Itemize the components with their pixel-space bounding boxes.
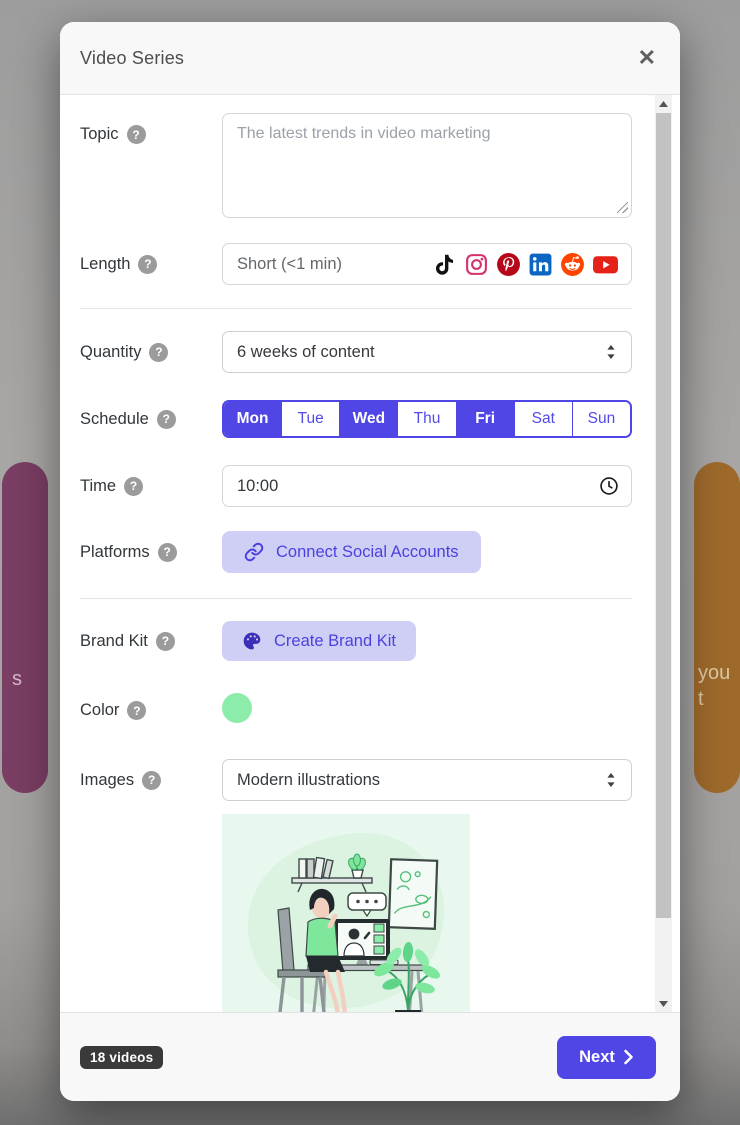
create-brand-kit-label: Create Brand Kit [274,631,396,650]
linkedin-icon [529,253,552,275]
topic-row: Topic ? [80,113,632,218]
background-card-left-text: s [12,668,22,690]
images-value: Modern illustrations [237,770,381,789]
schedule-label: Schedule [80,409,149,428]
day-button-mon[interactable]: Mon [224,402,282,436]
background-card-left: s [2,462,48,793]
modal-footer: 18 videos Next [60,1012,680,1101]
scroll-up-arrow[interactable] [655,95,672,112]
images-row: Images ? Modern illustrations [80,759,632,801]
tiktok-icon [435,254,454,275]
quantity-help-icon[interactable]: ? [149,342,169,362]
platforms-help-icon[interactable]: ? [157,542,177,562]
background-card-right-text-2: t [698,688,704,710]
clock-icon[interactable] [599,476,619,496]
length-input[interactable]: Short (<1 min) [222,243,632,285]
day-button-thu[interactable]: Thu [397,402,456,436]
time-value: 10:00 [237,476,279,495]
day-button-sun[interactable]: Sun [571,402,630,436]
select-updown-icon [607,345,615,359]
schedule-help-icon[interactable]: ? [156,409,176,429]
color-help-icon[interactable]: ? [127,701,147,720]
image-style-preview [222,814,470,1012]
select-updown-icon [607,773,615,787]
video-series-modal: Video Series ✕ Topic ? [60,22,680,1101]
brand-kit-row: Brand Kit ? Create Brand [80,621,632,661]
schedule-row: Schedule ? Mon Tue Wed Thu Fri Sat Sun [80,400,632,438]
background-card-right: you t [694,462,740,793]
color-label: Color [80,701,120,719]
connect-social-accounts-label: Connect Social Accounts [276,542,459,561]
images-help-icon[interactable]: ? [142,770,162,790]
time-row: Time ? 10:00 [80,465,632,507]
create-brand-kit-button[interactable]: Create Brand Kit [222,621,416,661]
scrollbar-thumb[interactable] [656,113,671,918]
youtube-icon [593,255,618,273]
chevron-right-icon [624,1049,633,1065]
length-row: Length ? Short (<1 min) [80,243,632,285]
next-button[interactable]: Next [557,1035,656,1079]
section-divider-2 [80,598,632,599]
day-button-wed[interactable]: Wed [339,402,398,436]
close-button[interactable]: ✕ [637,45,656,70]
day-button-sat[interactable]: Sat [513,402,572,436]
color-row: Color ? [80,693,632,728]
brand-kit-label: Brand Kit [80,631,148,650]
time-help-icon[interactable]: ? [124,476,144,496]
image-preview-row [80,814,632,1012]
day-button-tue[interactable]: Tue [281,402,340,436]
color-swatch[interactable] [222,693,252,723]
topic-input[interactable] [222,113,632,218]
scroll-down-arrow[interactable] [655,995,672,1012]
platforms-label: Platforms [80,542,150,561]
day-button-fri[interactable]: Fri [455,402,514,436]
next-button-label: Next [579,1047,615,1066]
time-label: Time [80,476,117,495]
instagram-icon [466,253,487,275]
background-card-right-text: you [698,662,731,684]
section-divider [80,308,632,309]
length-help-icon[interactable]: ? [138,254,158,274]
platforms-row: Platforms ? Connect Social Accounts [80,531,632,573]
modal-header: Video Series ✕ [60,22,680,95]
images-label: Images [80,770,135,789]
images-select[interactable]: Modern illustrations [222,759,632,801]
modal-body: Topic ? Length ? Short (<1 min) [60,95,680,1012]
length-value: Short (<1 min) [237,254,342,273]
topic-help-icon[interactable]: ? [126,125,146,144]
quantity-row: Quantity ? 6 weeks of content [80,331,632,373]
quantity-select[interactable]: 6 weeks of content [222,331,632,373]
topic-label: Topic [80,125,119,143]
length-platform-icons [432,252,619,277]
brand-kit-help-icon[interactable]: ? [155,631,175,651]
scrollbar[interactable] [655,95,672,1012]
connect-social-accounts-button[interactable]: Connect Social Accounts [222,531,481,573]
palette-icon [243,632,261,650]
video-count-badge: 18 videos [80,1045,164,1069]
link-icon [244,542,264,562]
time-input[interactable]: 10:00 [222,465,632,507]
quantity-value: 6 weeks of content [237,342,375,361]
modal-content: Topic ? Length ? Short (<1 min) [60,113,680,1012]
schedule-day-group: Mon Tue Wed Thu Fri Sat Sun [222,400,632,438]
pinterest-icon [497,252,520,276]
modal-title: Video Series [80,47,185,68]
reddit-icon [561,252,584,276]
quantity-label: Quantity [80,342,142,361]
length-label: Length [80,254,131,273]
